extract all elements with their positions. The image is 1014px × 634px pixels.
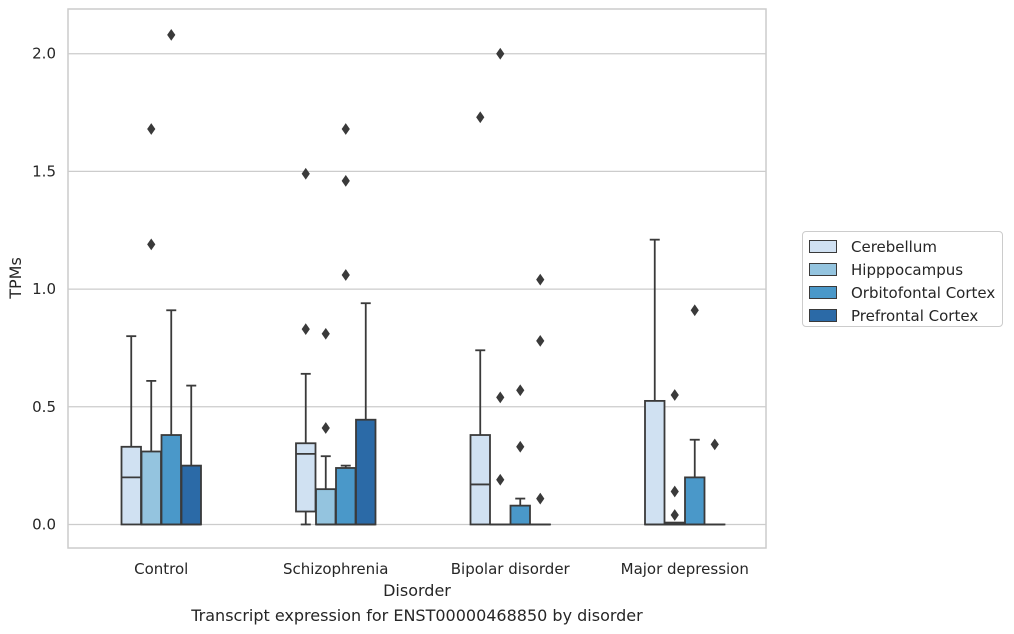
outlier-point <box>301 167 310 180</box>
box <box>120 445 142 526</box>
outlier-point <box>710 438 719 451</box>
outlier-point <box>496 473 505 486</box>
box <box>684 476 706 526</box>
outlier-point <box>670 509 679 521</box>
box <box>180 464 202 526</box>
boxes <box>120 238 726 526</box>
plot-frame <box>67 8 767 549</box>
legend-item-orbitofrontal: Orbitofontal Cortex <box>809 281 1002 304</box>
outliers <box>147 29 719 521</box>
y-tick-label: 1.5 <box>32 162 56 180</box>
legend-item-hippocampus: Hipppocampus <box>809 258 1002 281</box>
outlier-point <box>516 384 525 397</box>
legend-label-prefrontal: Prefrontal Cortex <box>851 306 979 325</box>
legend-swatch-cerebellum <box>809 240 837 253</box>
outlier-point <box>341 123 350 135</box>
x-tick-label: Bipolar disorder <box>451 560 571 578</box>
outlier-point <box>496 391 505 404</box>
y-tick-labels: 0.0 0.5 1.0 1.5 2.0 <box>32 45 56 534</box>
box <box>315 488 337 526</box>
outlier-point <box>476 111 485 124</box>
legend-label-cerebellum: Cerebellum <box>851 237 937 256</box>
legend-item-prefrontal: Prefrontal Cortex <box>809 304 1002 327</box>
legend-swatch-hippocampus <box>809 263 837 276</box>
box <box>160 434 182 526</box>
outlier-point <box>536 492 545 505</box>
outlier-point <box>496 47 505 60</box>
legend-label-hippocampus: Hipppocampus <box>851 260 964 279</box>
outlier-point <box>301 323 310 335</box>
box <box>469 434 491 526</box>
outlier-point <box>321 327 330 340</box>
box <box>140 450 162 526</box>
y-tick-label: 2.0 <box>32 45 56 63</box>
x-axis-label: Disorder <box>383 581 451 600</box>
x-tick-labels: Control Schizophrenia Bipolar disorder Majo… <box>134 560 749 578</box>
x-tick-label: Control <box>134 560 188 578</box>
outlier-point <box>670 389 679 401</box>
outlier-point <box>147 123 156 135</box>
box <box>509 504 531 526</box>
outlier-point <box>536 273 545 286</box>
box <box>355 418 377 526</box>
y-tick-label: 0.0 <box>32 515 56 533</box>
outlier-point <box>341 174 350 187</box>
outlier-point <box>516 440 525 453</box>
legend-label-orbitofrontal: Orbitofontal Cortex <box>851 283 996 302</box>
legend-swatch-prefrontal <box>809 309 837 322</box>
outlier-point <box>167 29 176 41</box>
outlier-point <box>670 485 679 498</box>
x-tick-label: Schizophrenia <box>283 560 388 578</box>
y-axis-label: TPMs <box>6 257 25 300</box>
outlier-point <box>341 269 350 281</box>
box <box>335 467 357 526</box>
box <box>295 442 317 513</box>
chart-caption: Transcript expression for ENST0000046885… <box>191 606 643 625</box>
legend: Cerebellum Hipppocampus Orbitofontal Cor… <box>802 231 1003 327</box>
legend-swatch-orbitofrontal <box>809 286 837 299</box>
box <box>644 399 666 526</box>
y-tick-label: 1.0 <box>32 280 56 298</box>
outlier-point <box>690 304 699 317</box>
x-tick-label: Major depression <box>621 560 749 578</box>
outlier-point <box>536 335 545 347</box>
legend-item-cerebellum: Cerebellum <box>809 235 1002 258</box>
outlier-point <box>147 238 156 251</box>
y-tick-label: 0.5 <box>32 398 56 416</box>
outlier-point <box>321 422 330 434</box>
